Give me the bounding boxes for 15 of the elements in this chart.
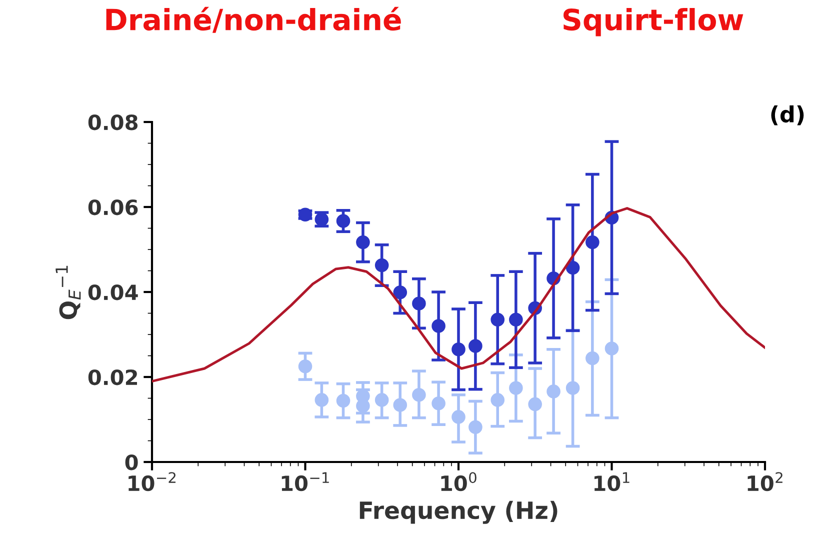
text: Drainé/non-drainé — [106, 6, 401, 33]
y-tick-label: 0.04 — [88, 284, 138, 300]
y-tick-label: 0.08 — [88, 114, 138, 130]
x-axis-title: Frequency (Hz) — [360, 500, 558, 524]
text: (d) — [771, 105, 804, 126]
x-tick-label: 10$^{0}$ — [441, 472, 476, 492]
y-tick-label: 0.06 — [88, 199, 138, 216]
text: Squirt-flow — [564, 8, 744, 36]
x-tick-label: 10$^{1}$ — [594, 472, 630, 492]
y-tick-label: 0.02 — [88, 369, 137, 386]
x-tick-label: 10$^{2}$ — [748, 472, 782, 492]
x-tick-label: 10$^{−2}$ — [128, 472, 176, 492]
x-tick-label: 10$^{−1}$ — [282, 472, 329, 492]
y-axis-title: Q$_{E}$$^{−1}$ — [56, 266, 81, 320]
y-tick-label: 0 — [125, 454, 138, 470]
